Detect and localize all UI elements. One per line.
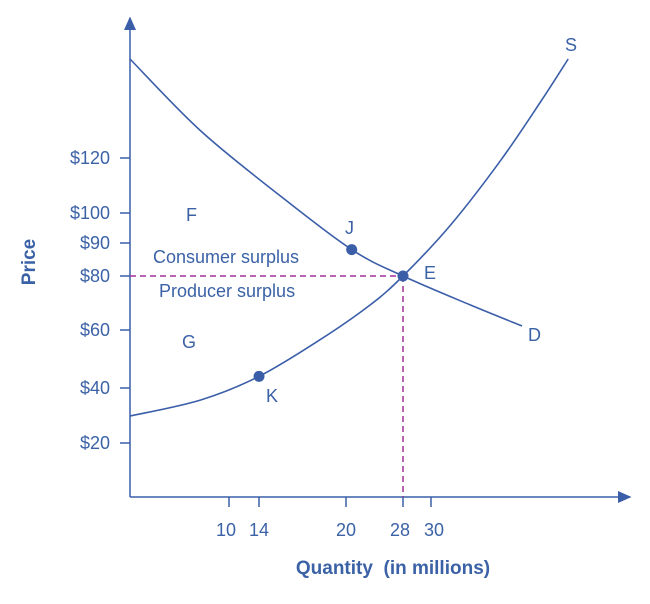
demand-curve [129, 58, 523, 327]
supply-curve-label: S [565, 35, 577, 55]
point-label-k: K [266, 386, 278, 406]
point-label-j: J [345, 218, 354, 238]
y-tick-label: $100 [70, 203, 110, 223]
x-axis-label: Quantity (in millions) [296, 558, 490, 579]
point-label-e: E [424, 263, 436, 283]
x-tick-label: 30 [424, 520, 444, 540]
y-tick-label: $40 [80, 378, 110, 398]
point-j [346, 244, 358, 256]
y-axis-label: Price [19, 239, 40, 285]
producer-surplus-label: Producer surplus [159, 281, 295, 301]
point-k [253, 370, 265, 382]
y-tick-label: $20 [80, 433, 110, 453]
consumer-surplus-label: Consumer surplus [153, 247, 299, 267]
region-label-g: G [182, 332, 196, 352]
x-tick-label: 10 [216, 520, 236, 540]
supply-curve [129, 58, 569, 417]
y-tick-label: $60 [80, 320, 110, 340]
y-tick-label: $80 [80, 266, 110, 286]
y-tick-label: $120 [70, 148, 110, 168]
point-e [397, 270, 409, 282]
x-tick-label: 20 [336, 520, 356, 540]
region-label-f: F [186, 205, 197, 225]
x-tick-label: 28 [390, 520, 410, 540]
x-tick-label: 14 [249, 520, 269, 540]
y-tick-label: $90 [80, 233, 110, 253]
demand-curve-label: D [528, 325, 541, 345]
